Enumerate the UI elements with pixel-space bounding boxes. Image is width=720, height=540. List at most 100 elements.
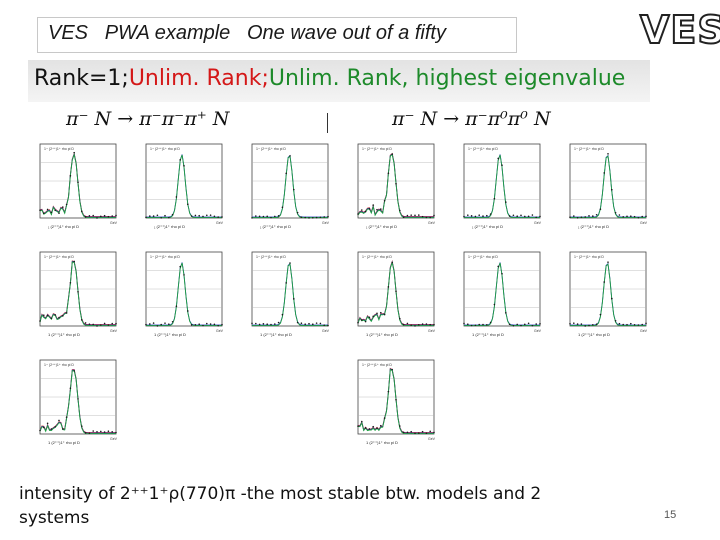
data-point xyxy=(327,324,329,327)
data-point xyxy=(50,428,53,430)
data-point xyxy=(414,432,416,435)
data-point xyxy=(96,430,98,433)
data-point xyxy=(77,181,79,184)
data-point xyxy=(425,323,428,325)
data-point xyxy=(383,417,386,419)
data-point xyxy=(387,172,390,175)
data-point xyxy=(630,322,632,325)
data-point xyxy=(372,204,375,206)
data-point xyxy=(364,427,367,429)
data-point xyxy=(410,214,413,216)
data-point xyxy=(599,313,602,316)
data-point xyxy=(54,426,56,428)
panel-xlabel: 1 (2⁺⁺)1⁺ rho pi D xyxy=(366,332,398,337)
data-point xyxy=(149,215,151,217)
data-point xyxy=(626,323,628,326)
data-point xyxy=(62,206,64,208)
fit-curve xyxy=(570,263,646,326)
data-point xyxy=(580,216,583,218)
data-point xyxy=(482,215,484,217)
data-point xyxy=(467,214,469,216)
data-point xyxy=(592,324,594,326)
data-point xyxy=(399,425,401,427)
data-point xyxy=(633,323,636,326)
data-point xyxy=(92,430,94,432)
data-point xyxy=(289,155,291,157)
data-point xyxy=(319,216,322,219)
data-point xyxy=(164,322,166,324)
data-point xyxy=(535,216,537,219)
data-point xyxy=(274,215,276,218)
panel-header: 1− (2⁺⁺)1⁺ rho pi D xyxy=(574,147,604,151)
data-point xyxy=(607,153,609,155)
data-point xyxy=(255,215,257,217)
panel-unit: GeV xyxy=(534,329,542,333)
panel-unit: GeV xyxy=(322,221,330,225)
data-point xyxy=(463,322,465,325)
data-point xyxy=(429,323,432,326)
data-point xyxy=(599,208,602,210)
data-point xyxy=(187,203,189,206)
data-point xyxy=(607,261,609,263)
ves-logo: VES xyxy=(639,7,720,53)
data-point xyxy=(357,425,359,427)
data-point xyxy=(62,428,64,430)
data-point xyxy=(179,159,181,161)
data-point xyxy=(100,324,102,326)
data-point xyxy=(505,201,507,203)
panel-header: 1− (2⁺⁺)1⁺ rho pi D xyxy=(362,147,392,151)
data-point xyxy=(425,216,428,219)
data-point xyxy=(115,214,117,217)
data-point xyxy=(107,430,110,432)
data-point xyxy=(611,297,613,300)
data-point xyxy=(603,281,605,283)
panel-xlabel: 1 (2⁺⁺)1⁺ rho pi D xyxy=(48,332,80,337)
data-point xyxy=(209,323,212,325)
panel-header: 1− (2⁺⁺)1⁺ rho pi D xyxy=(44,255,74,259)
panel-header: 1− (2⁺⁺)1⁺ rho pi D xyxy=(150,147,180,151)
data-point xyxy=(418,214,420,216)
panel-unit: GeV xyxy=(640,329,648,333)
data-point xyxy=(637,216,640,219)
data-point xyxy=(39,209,41,211)
data-point xyxy=(81,210,83,213)
data-point xyxy=(618,214,621,216)
banner-unlim: Unlim. Rank; xyxy=(128,66,269,91)
data-point xyxy=(569,322,571,325)
reaction-neutral: π⁻ N → π⁻π⁰π⁰ N xyxy=(392,108,551,130)
data-point xyxy=(84,432,87,434)
data-point xyxy=(372,425,375,428)
panel-xlabel: ₁ (2⁺⁺)1⁺ rho pi D xyxy=(260,224,291,229)
data-point xyxy=(312,217,314,219)
data-point xyxy=(198,214,200,217)
data-point xyxy=(364,320,367,323)
data-point xyxy=(410,430,413,433)
data-point xyxy=(497,265,500,268)
fit-curve xyxy=(252,263,328,326)
panel-xlabel: ₁ (2⁺⁺)1⁺ rho pi D xyxy=(48,224,79,229)
data-point xyxy=(296,321,299,324)
data-point xyxy=(395,182,397,185)
data-point xyxy=(323,324,326,327)
data-point xyxy=(595,323,598,325)
panel-xlabel: 1 (2⁺⁺)1⁺ rho pi D xyxy=(366,440,398,445)
data-point xyxy=(486,324,488,326)
data-point xyxy=(46,314,49,317)
data-point xyxy=(285,172,288,175)
data-point xyxy=(626,215,628,218)
data-point xyxy=(399,209,401,212)
data-point xyxy=(520,324,522,327)
data-point xyxy=(429,430,432,433)
data-point xyxy=(73,260,75,263)
data-point xyxy=(175,196,178,198)
data-point xyxy=(501,272,503,275)
data-point xyxy=(266,215,269,218)
data-point xyxy=(376,427,378,430)
data-point xyxy=(54,314,56,316)
data-point xyxy=(50,211,53,214)
data-point xyxy=(96,325,98,327)
data-point xyxy=(258,323,261,326)
data-point xyxy=(637,324,640,326)
data-point xyxy=(489,213,492,215)
data-point xyxy=(361,209,363,211)
